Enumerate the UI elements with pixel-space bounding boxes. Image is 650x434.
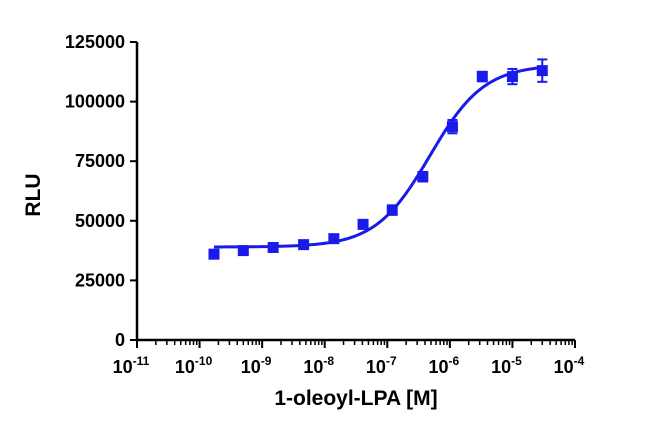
x-tick-base: 10 — [241, 357, 261, 377]
y-axis-title: RLU — [22, 173, 45, 216]
x-tick-label: 10-9 — [241, 354, 272, 377]
fit-curve — [213, 66, 543, 249]
x-tick-exponent: -6 — [449, 354, 460, 368]
x-tick-exponent: -10 — [195, 354, 213, 368]
data-point — [386, 204, 398, 216]
data-point — [328, 233, 340, 245]
x-tick-label: 10-6 — [429, 354, 460, 377]
x-tick-base: 10 — [366, 357, 386, 377]
data-point — [536, 65, 548, 77]
data-point — [417, 171, 429, 183]
fit-curve-group — [213, 66, 543, 249]
y-tick-label: 50000 — [75, 211, 125, 231]
data-point — [357, 218, 369, 230]
x-tick-base: 10 — [113, 357, 133, 377]
data-points — [208, 58, 548, 260]
x-tick-exponent: -4 — [574, 354, 585, 368]
x-axis: 10-11 10-10 10-9 10-8 10-7 10-6 10-5 10-4 — [113, 338, 585, 377]
x-tick-exponent: -5 — [511, 354, 522, 368]
data-point — [267, 242, 279, 254]
x-tick-base: 10 — [303, 357, 323, 377]
x-tick-base: 10 — [491, 357, 511, 377]
x-tick-label: 10-10 — [175, 354, 213, 377]
x-tick-label: 10-4 — [554, 354, 585, 377]
y-axis: 0 25000 50000 75000 100000 125000 — [65, 32, 139, 350]
y-tick-label: 0 — [115, 330, 125, 350]
x-tick-exponent: -8 — [323, 354, 334, 368]
data-point — [446, 121, 458, 133]
data-point — [476, 71, 488, 83]
x-tick-label: 10-8 — [303, 354, 334, 377]
x-tick-exponent: -11 — [133, 354, 150, 368]
x-tick-base: 10 — [554, 357, 574, 377]
x-tick-label: 10-7 — [366, 354, 397, 377]
data-point — [298, 239, 310, 251]
x-tick-exponent: -7 — [386, 354, 397, 368]
data-point — [237, 245, 249, 257]
y-tick-label: 125000 — [65, 32, 125, 52]
y-tick-label: 100000 — [65, 92, 125, 112]
x-tick-base: 10 — [429, 357, 449, 377]
x-tick-label: 10-5 — [491, 354, 522, 377]
data-point — [506, 71, 518, 83]
data-point — [208, 248, 220, 260]
x-tick-base: 10 — [175, 357, 195, 377]
x-tick-exponent: -9 — [261, 354, 272, 368]
x-axis-title: 1-oleoyl-LPA [M] — [274, 387, 437, 410]
y-tick-label: 25000 — [75, 270, 125, 290]
y-tick-label: 75000 — [75, 151, 125, 171]
x-tick-label: 10-11 — [113, 354, 150, 377]
